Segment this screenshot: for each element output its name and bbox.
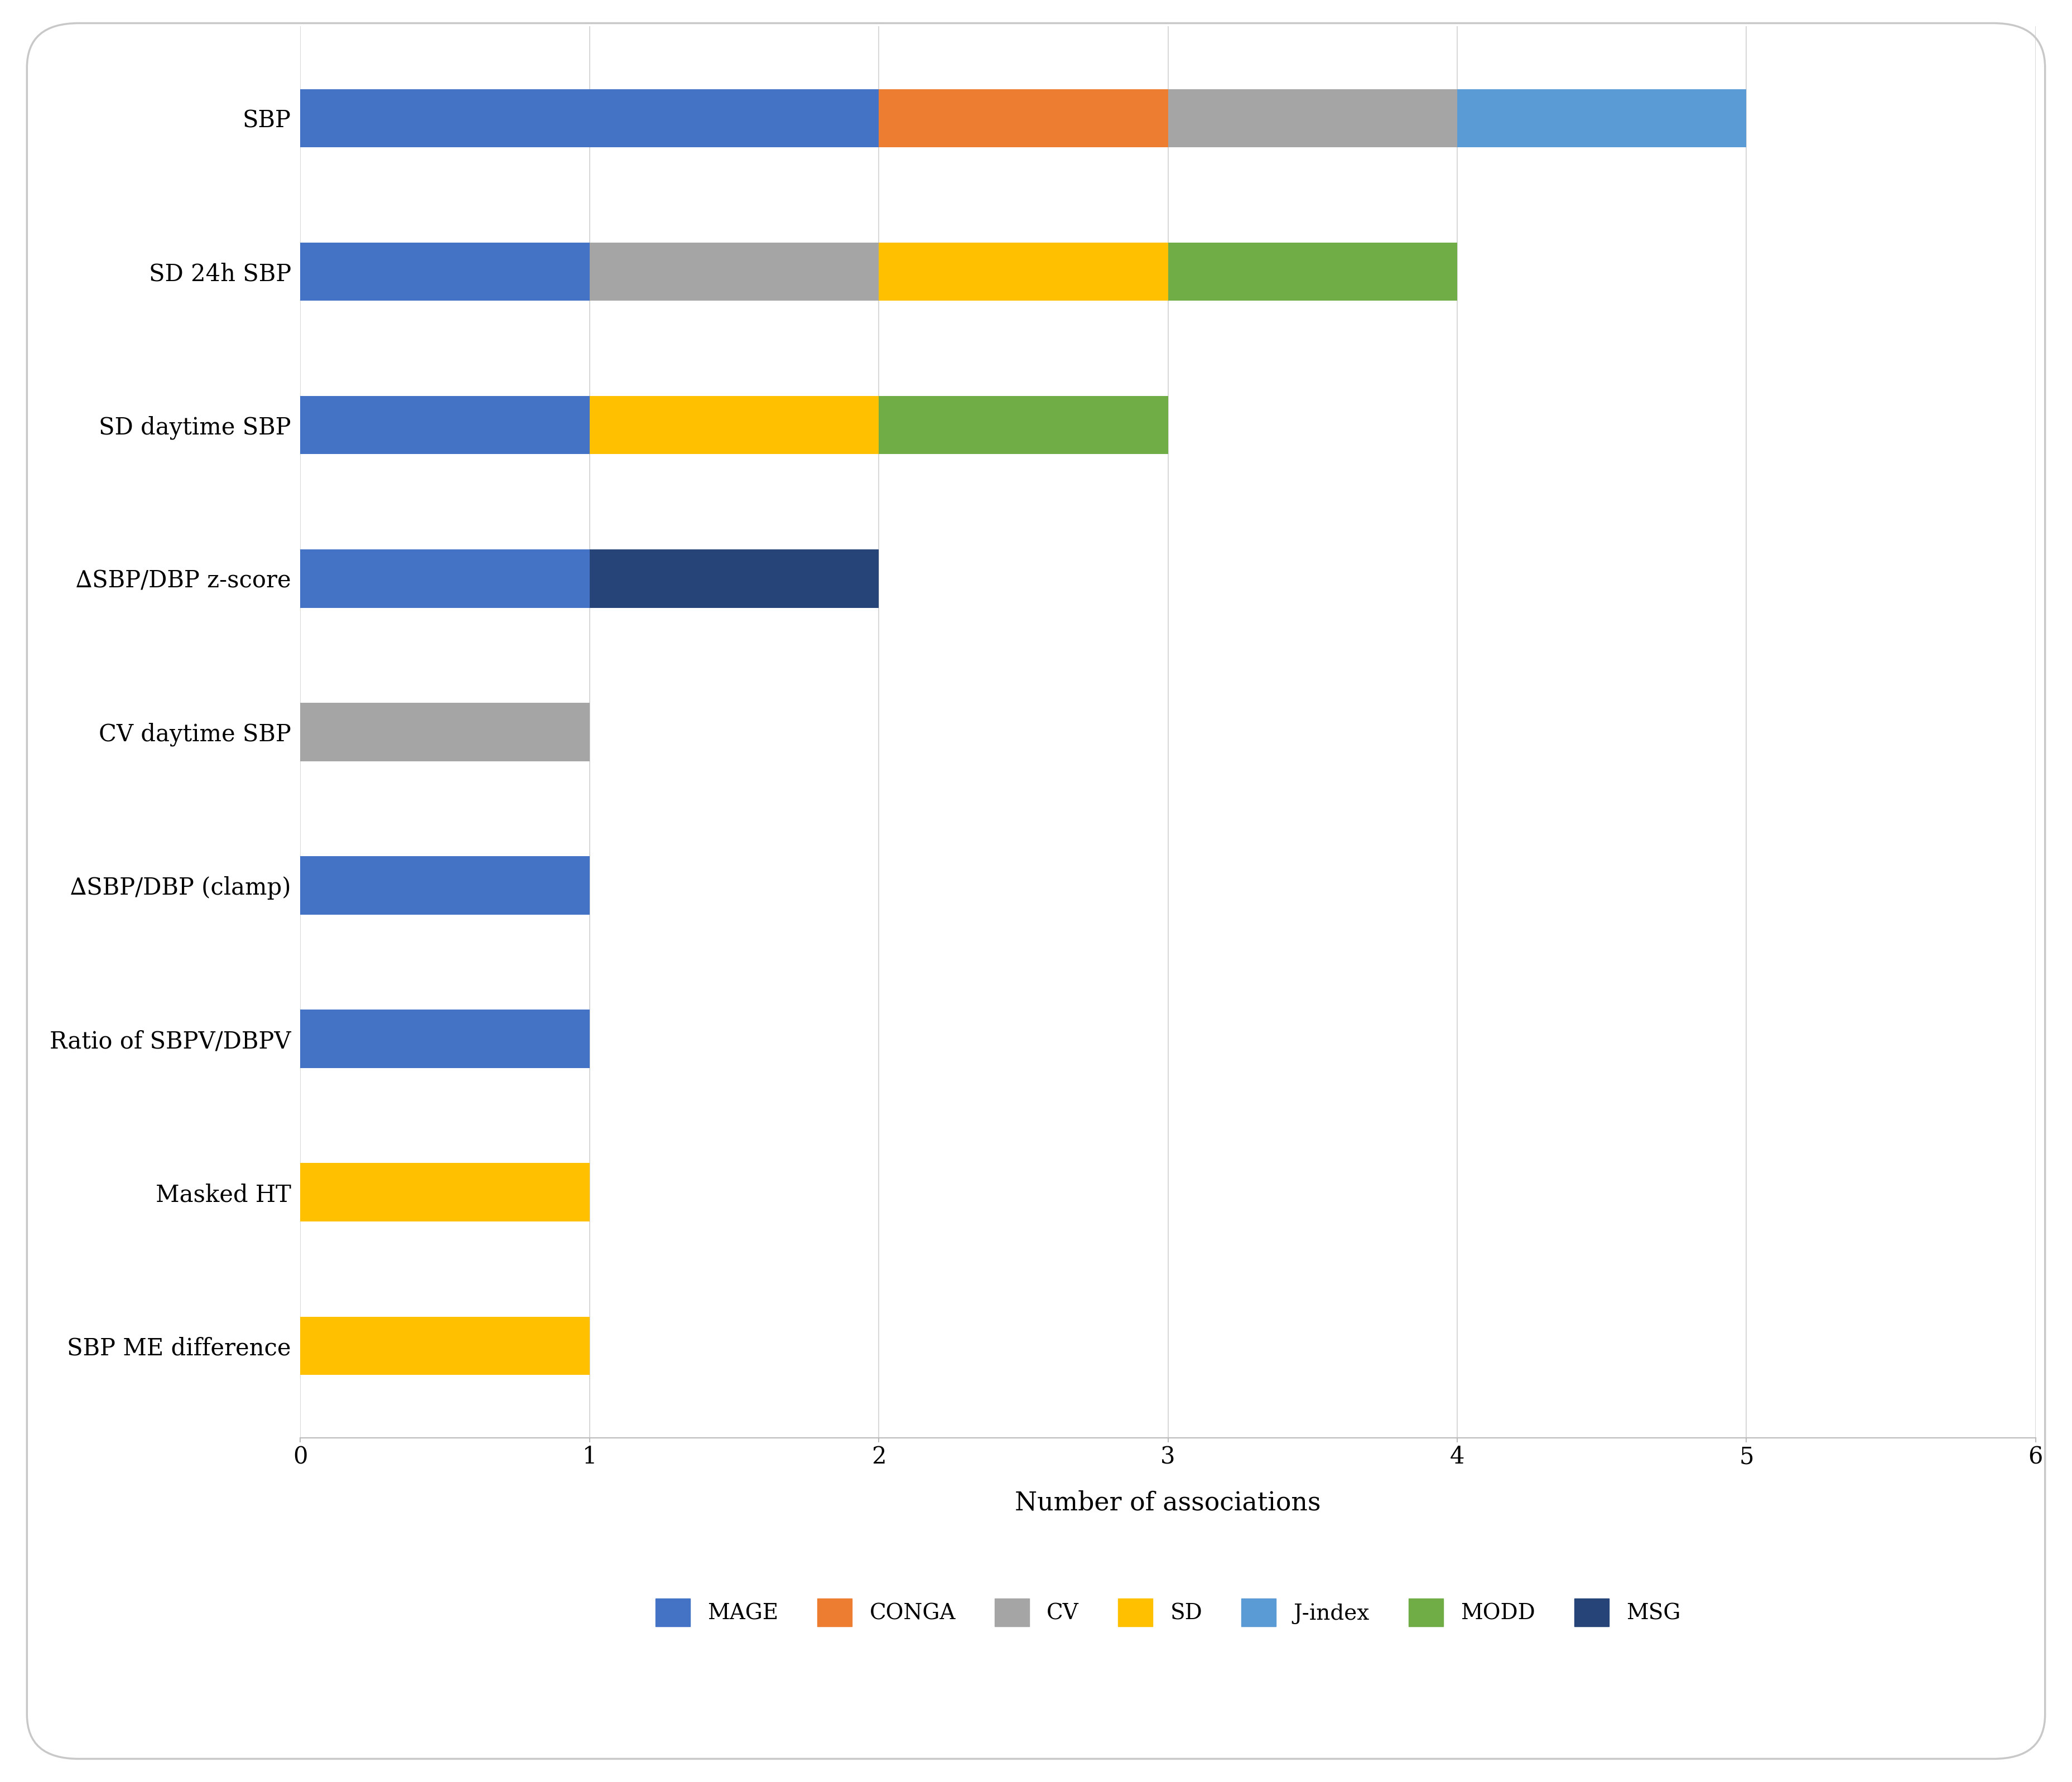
Bar [300, 549, 591, 608]
Bar [1457, 89, 1747, 148]
Bar [879, 242, 1169, 301]
Bar [1169, 242, 1457, 301]
Bar [879, 89, 1169, 148]
Bar [1169, 89, 1457, 148]
Bar [591, 242, 879, 301]
Bar [591, 549, 879, 608]
Bar [591, 396, 879, 454]
Bar [879, 396, 1169, 454]
Bar [300, 857, 591, 914]
Bar [300, 1010, 591, 1067]
X-axis label: Number of associations: Number of associations [1015, 1490, 1322, 1515]
Bar [300, 1317, 591, 1376]
Bar [300, 1164, 591, 1221]
Bar [300, 396, 591, 454]
Bar [300, 89, 879, 148]
Bar [300, 242, 591, 301]
Legend: MAGE, CONGA, CV, SD, J-index, MODD, MSG: MAGE, CONGA, CV, SD, J-index, MODD, MSG [646, 1590, 1689, 1636]
Bar [300, 702, 591, 761]
